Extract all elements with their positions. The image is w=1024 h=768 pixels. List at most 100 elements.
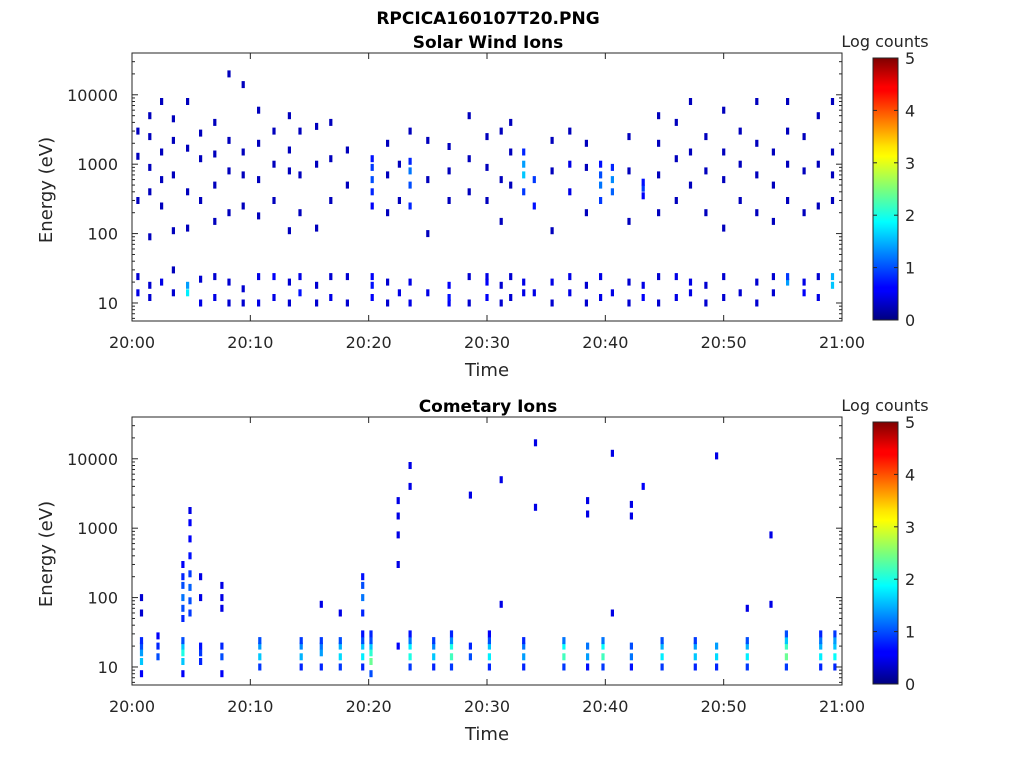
data-cell <box>139 642 144 650</box>
data-cell <box>509 148 513 156</box>
data-cell <box>136 289 140 297</box>
data-cell <box>562 663 566 671</box>
data-cell <box>148 112 152 120</box>
data-cell <box>485 133 489 141</box>
data-cell <box>467 112 471 120</box>
data-cell <box>522 278 526 286</box>
data-cell <box>487 663 491 671</box>
data-cell <box>584 209 588 217</box>
data-cell <box>641 178 645 186</box>
data-cell <box>467 188 471 196</box>
data-cell <box>610 176 614 184</box>
data-cell <box>136 197 140 204</box>
data-cell <box>199 594 203 602</box>
data-cell <box>586 663 590 671</box>
data-cell <box>369 630 373 638</box>
data-cell <box>345 273 349 281</box>
data-cell <box>181 604 185 612</box>
data-cell <box>704 299 708 307</box>
data-cell <box>467 299 471 307</box>
data-cell <box>449 653 454 661</box>
data-cell <box>272 127 276 135</box>
data-cell <box>769 531 773 539</box>
data-cell <box>298 289 302 297</box>
data-cell <box>522 637 526 645</box>
data-cell <box>148 133 152 141</box>
data-cell <box>660 642 664 650</box>
data-cell <box>738 197 742 204</box>
data-cell <box>745 663 749 671</box>
data-cell <box>786 160 790 168</box>
data-cell <box>487 637 491 645</box>
data-cell <box>148 188 152 196</box>
data-cell <box>396 512 400 520</box>
data-cell <box>241 285 245 293</box>
data-cell <box>755 98 759 105</box>
data-cell <box>657 171 661 179</box>
data-cell <box>186 188 190 196</box>
data-cell <box>601 653 605 661</box>
y-tick-label: 10000 <box>67 86 118 105</box>
data-cell <box>688 181 693 189</box>
data-cell <box>610 289 614 297</box>
data-cell <box>220 653 224 661</box>
data-cell <box>136 152 140 160</box>
data-cell <box>641 281 645 289</box>
data-cell <box>830 197 835 204</box>
data-cell <box>550 167 554 175</box>
data-cell <box>786 273 790 281</box>
data-cell <box>568 127 572 135</box>
data-cell <box>784 653 788 661</box>
data-cell <box>299 663 303 671</box>
y-tick-label: 10 <box>98 294 118 313</box>
data-cell <box>361 653 365 661</box>
data-cell <box>213 118 217 126</box>
data-cell <box>660 653 664 661</box>
data-cell <box>298 171 302 179</box>
data-cell <box>674 273 678 281</box>
data-cell <box>156 653 160 661</box>
data-cell <box>786 278 790 286</box>
data-cell <box>160 176 164 184</box>
data-cell <box>369 642 373 650</box>
colorbar-label: Log counts <box>841 396 928 415</box>
data-cell <box>213 217 217 225</box>
data-cell <box>136 127 140 135</box>
data-cell <box>171 136 175 144</box>
data-cell <box>485 197 489 204</box>
x-tick-label: 20:30 <box>464 697 510 716</box>
data-cell <box>139 594 144 602</box>
data-cell <box>257 212 261 220</box>
data-cell <box>584 163 588 171</box>
data-cell <box>186 224 190 232</box>
data-cell <box>345 299 349 307</box>
data-cell <box>487 642 491 650</box>
data-cell <box>338 663 342 671</box>
data-cell <box>186 281 190 289</box>
data-cell <box>315 122 319 130</box>
data-cell <box>396 531 400 539</box>
data-cell <box>241 299 245 307</box>
data-cell <box>532 202 536 210</box>
data-cell <box>755 278 759 286</box>
data-cell <box>641 184 645 192</box>
data-cell <box>704 209 708 217</box>
data-cell <box>522 642 526 650</box>
colorbar-tick-label: 2 <box>905 206 915 225</box>
data-cell <box>627 299 631 307</box>
data-cell <box>771 148 775 156</box>
data-cell <box>369 649 373 657</box>
data-cell <box>408 181 412 189</box>
data-cell <box>272 294 276 301</box>
data-cell <box>629 653 633 661</box>
data-cell <box>345 146 349 154</box>
y-tick-label: 1000 <box>77 155 118 174</box>
data-cell <box>449 663 454 671</box>
data-cell <box>426 289 430 297</box>
data-cell <box>522 188 526 196</box>
data-cell <box>329 294 333 301</box>
data-cell <box>241 148 245 156</box>
data-cell <box>449 642 454 650</box>
data-cell <box>688 289 693 297</box>
y-axis-label: Energy (eV) <box>36 501 57 607</box>
